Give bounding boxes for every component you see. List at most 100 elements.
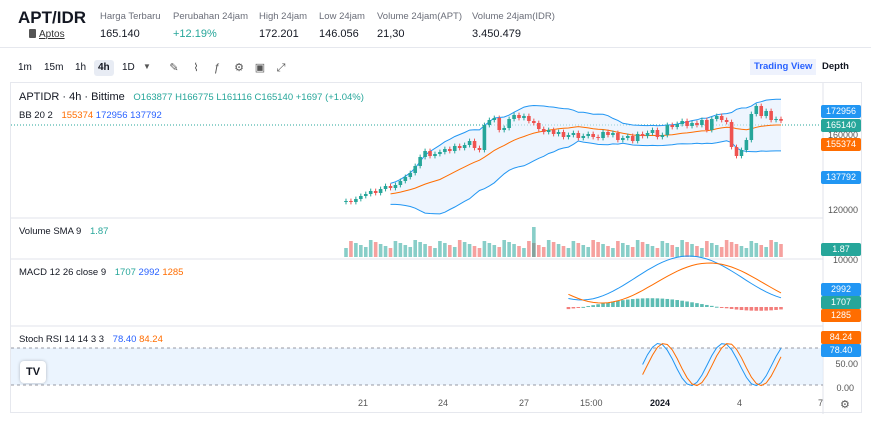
macd-hist-bar xyxy=(769,307,773,311)
volume-bar xyxy=(413,240,418,257)
stoch-d-line xyxy=(642,343,782,387)
volume-bar xyxy=(393,241,398,257)
macd-hist-bar xyxy=(630,299,635,307)
candle-body xyxy=(690,123,694,126)
tab-depth[interactable]: Depth xyxy=(822,61,849,72)
stat-value: 146.056 xyxy=(319,28,359,40)
stat-label: Perubahan 24jam xyxy=(173,11,248,22)
volume-bar xyxy=(630,247,635,257)
stat-label: Harga Terbaru xyxy=(100,11,161,22)
candle-body xyxy=(749,114,754,140)
volume-bar xyxy=(344,248,348,257)
candle-body xyxy=(502,128,506,130)
volume-bar xyxy=(438,241,442,257)
chevron-down-icon[interactable]: ▼ xyxy=(143,62,151,71)
volume-bar xyxy=(596,242,600,257)
stoch-d-value: 84.24 xyxy=(139,334,163,345)
tradingview-logo-icon[interactable]: TV xyxy=(20,361,46,383)
asset-name[interactable]: Aptos xyxy=(39,29,65,40)
macd-hist-bar xyxy=(616,300,620,307)
macd-hist-bar xyxy=(739,307,744,311)
interval-4h[interactable]: 4h xyxy=(94,60,114,76)
x-tick-27: 27 xyxy=(519,398,530,408)
volume-bar xyxy=(719,247,724,257)
stat-value: 165.140 xyxy=(100,28,140,40)
volume-bar xyxy=(764,247,768,257)
volume-bar xyxy=(640,242,645,257)
chart-type-icon[interactable]: ⌇ xyxy=(193,62,199,74)
tab-trading-view[interactable]: Trading View xyxy=(750,59,817,75)
chart-area[interactable] xyxy=(10,82,863,414)
candle-body xyxy=(467,141,472,145)
macd-hist-bar xyxy=(714,306,719,308)
stat-label: High 24jam xyxy=(259,11,308,22)
candle-body xyxy=(744,140,749,150)
fullscreen-icon[interactable]: ⤢ xyxy=(276,62,286,74)
volume-bar xyxy=(457,240,462,257)
volume-bar xyxy=(433,248,437,257)
bb-basis-price-tag: 155374 xyxy=(821,138,861,151)
bb-legend: BB 20 2 155374 172956 137792 xyxy=(19,110,162,121)
macd-hist-bar xyxy=(779,307,783,310)
volume-bar xyxy=(532,227,536,257)
volume-bar xyxy=(714,245,719,257)
volume-bar xyxy=(665,243,670,257)
asset-name-link[interactable]: Aptos xyxy=(28,29,65,40)
interval-1d[interactable]: 1D xyxy=(122,62,135,73)
volume-bar xyxy=(774,242,778,257)
volume-bar xyxy=(749,241,754,257)
stat-value: 172.201 xyxy=(259,28,299,40)
volume-bar xyxy=(472,246,477,257)
macd-hist-bar xyxy=(724,307,729,309)
candle-body xyxy=(556,132,561,134)
chart-settings-gear-icon[interactable]: ⚙ xyxy=(840,399,850,411)
macd-hist-bar xyxy=(606,302,610,307)
macd-hist-bar xyxy=(596,304,600,307)
candle-body xyxy=(423,151,427,157)
settings-icon[interactable]: ⚙ xyxy=(234,62,244,74)
candle-body xyxy=(438,152,442,154)
interval-1h[interactable]: 1h xyxy=(75,62,87,73)
x-tick-24: 24 xyxy=(438,398,449,408)
candle-body xyxy=(443,149,447,152)
screenshot-icon[interactable]: ▣ xyxy=(254,62,266,74)
volume-bar xyxy=(616,241,620,257)
macd-hist-bar xyxy=(576,307,581,308)
candle-body xyxy=(408,173,413,177)
market-header: APT/IDR Aptos Harga Terbaru 165.140 Perub… xyxy=(0,0,871,48)
main-legend: APTIDR · 4h · Bittime O163877 H166775 L1… xyxy=(19,91,364,103)
stat-last-price: Harga Terbaru 165.140 xyxy=(100,11,161,40)
volume-bar xyxy=(700,248,704,257)
volume-bar xyxy=(729,242,734,257)
macd-value-tag: 1707 xyxy=(821,296,861,309)
candle-body xyxy=(650,130,655,133)
candle-body xyxy=(640,134,645,136)
price-chart-svg[interactable] xyxy=(11,83,863,414)
price-tick-160000: 160000 xyxy=(828,130,859,140)
macd-hist-bar xyxy=(566,307,571,310)
x-tick-1500: 15:00 xyxy=(580,398,603,408)
volume-bar xyxy=(462,242,467,257)
macd-hist-bar xyxy=(645,298,650,307)
volume-bar xyxy=(635,240,640,257)
candle-body xyxy=(418,157,422,166)
macd-hist-bar xyxy=(601,303,605,307)
bb-band-fill xyxy=(390,99,781,214)
indicator-icon[interactable]: ƒ xyxy=(213,62,221,74)
candle-body xyxy=(596,137,600,138)
candle-body xyxy=(388,186,393,188)
interval-15m[interactable]: 15m xyxy=(44,62,64,73)
candle-body xyxy=(551,130,556,134)
candle-body xyxy=(571,133,576,135)
macd-hist-bar xyxy=(700,304,704,307)
stoch-k-value: 78.40 xyxy=(112,334,137,345)
volume-bar xyxy=(621,243,625,257)
interval-1m[interactable]: 1m xyxy=(18,62,32,73)
volume-bar xyxy=(566,248,571,257)
pencil-icon[interactable]: ✎ xyxy=(169,62,179,74)
price-tick-120000: 120000 xyxy=(827,205,858,215)
volume-bar xyxy=(522,248,526,257)
volume-bar xyxy=(487,243,492,257)
candle-body xyxy=(635,134,640,141)
candle-body xyxy=(729,122,734,147)
